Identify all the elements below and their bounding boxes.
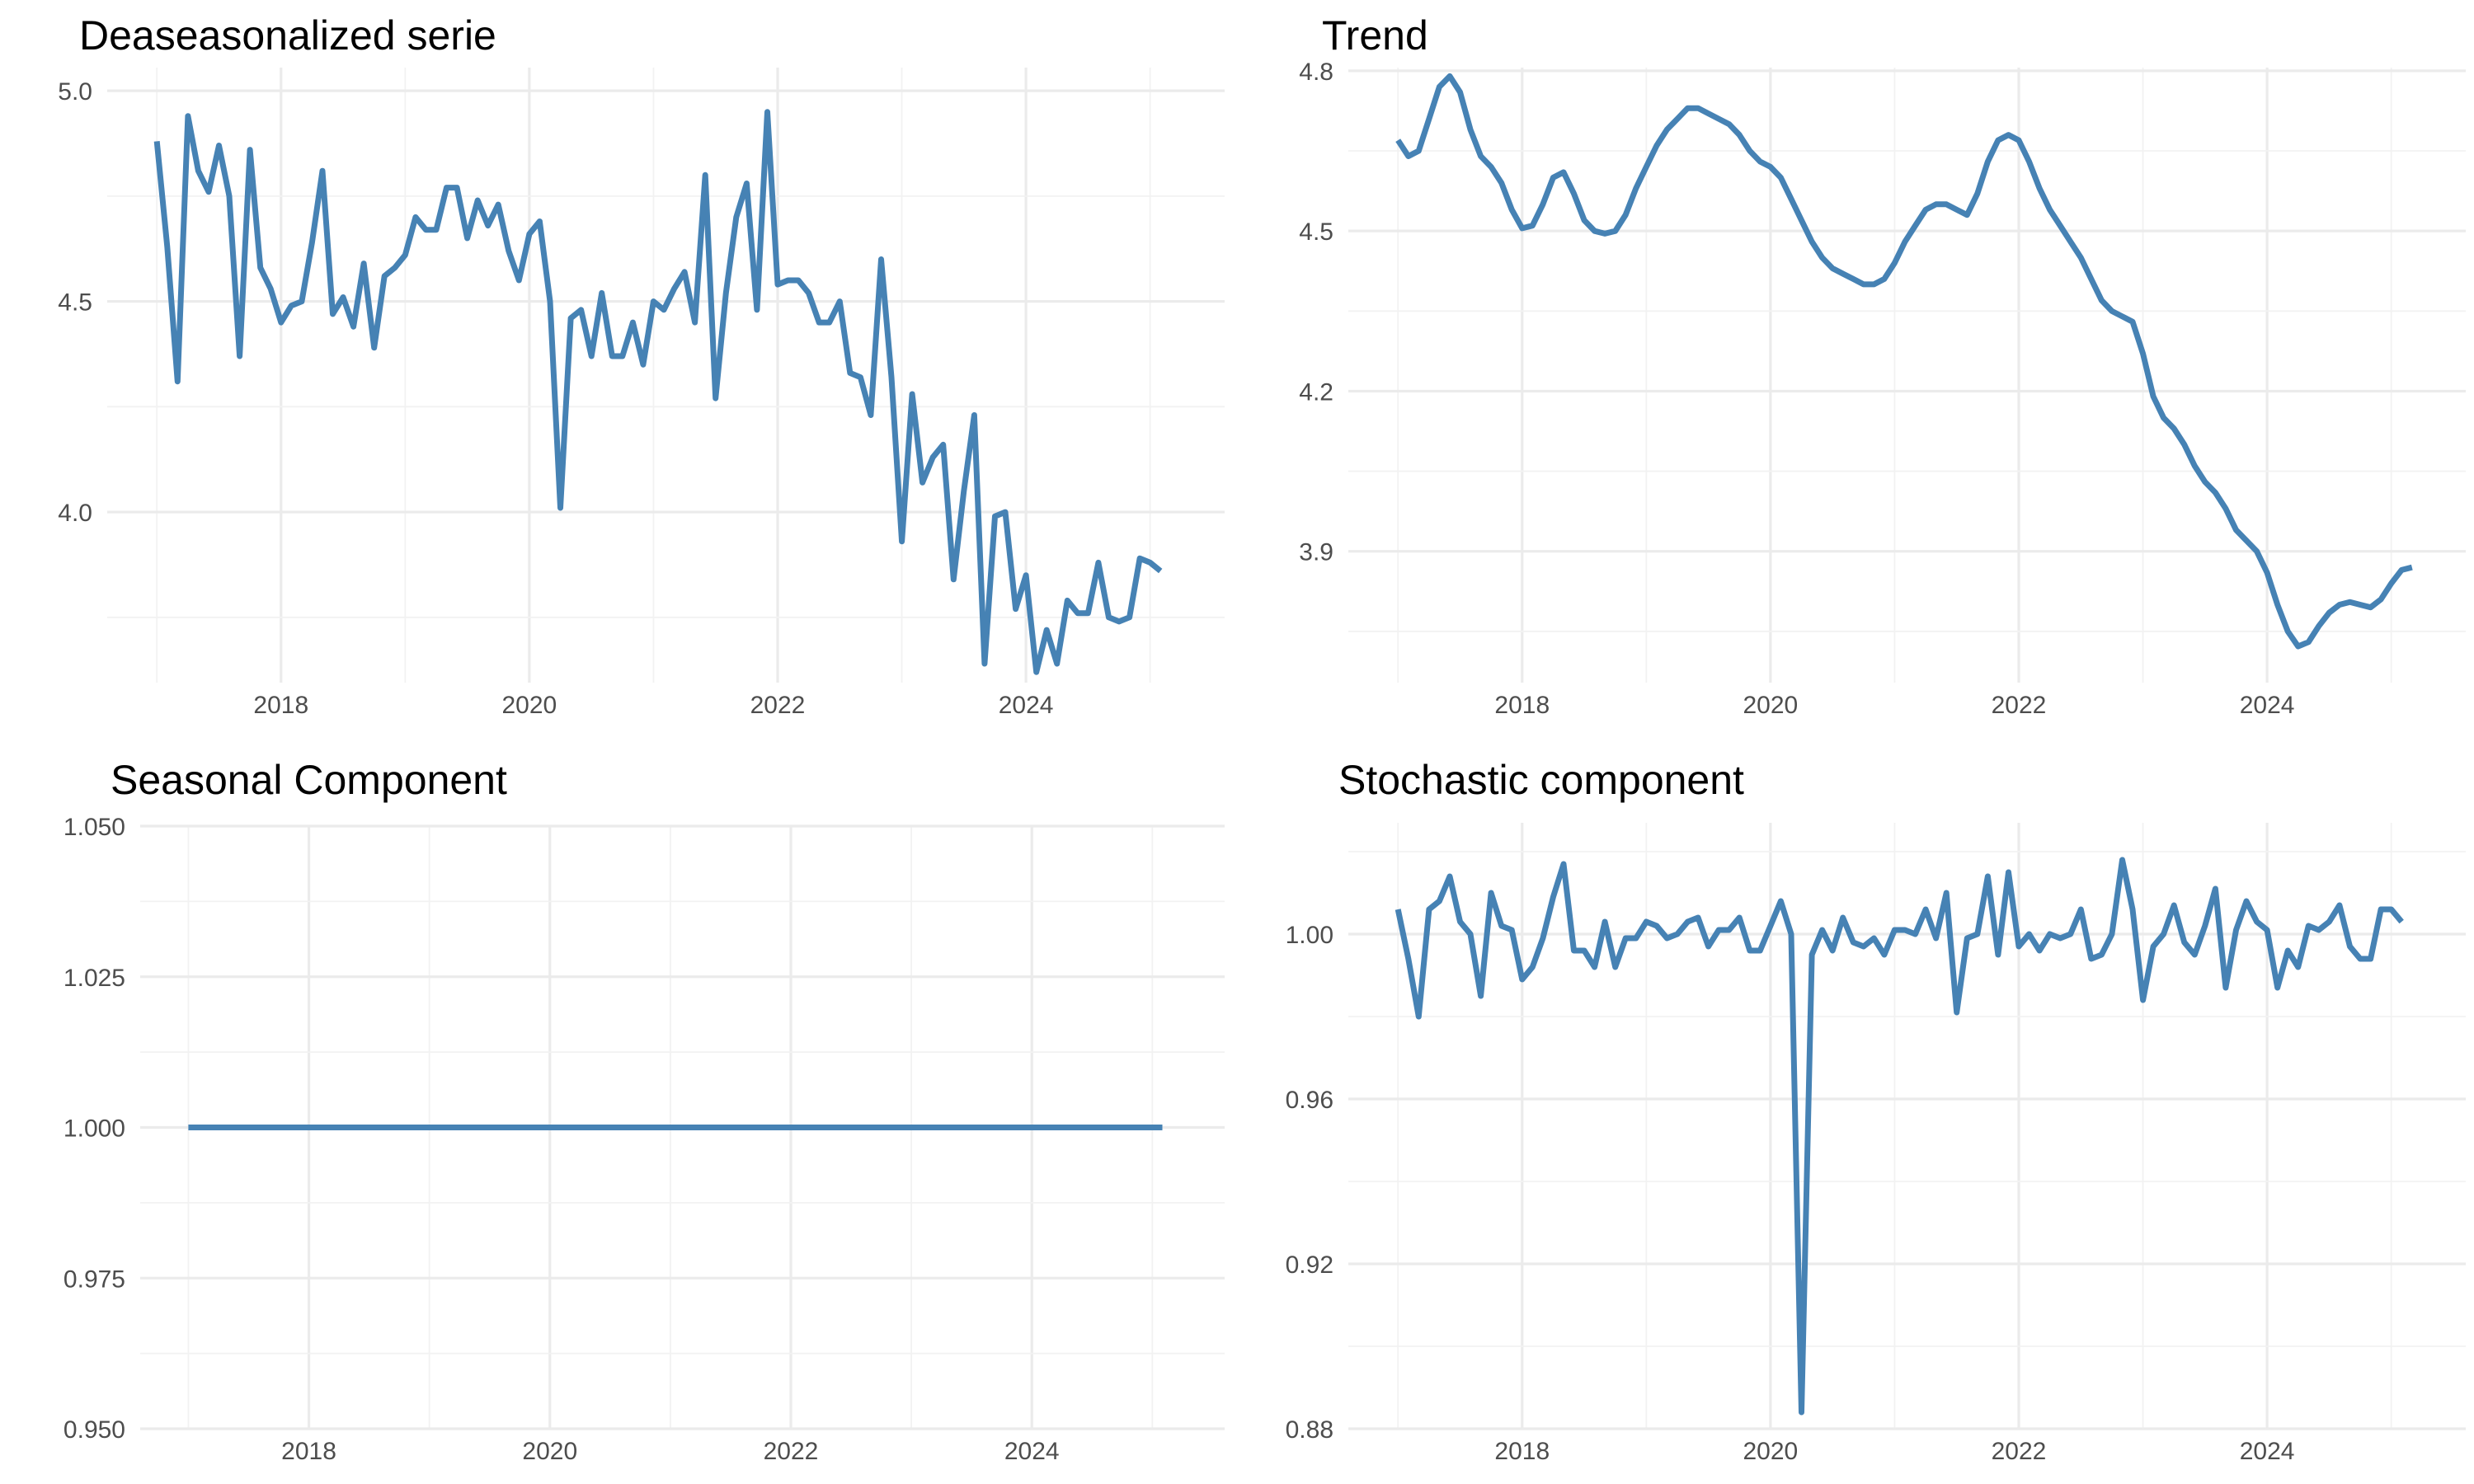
y-tick-label: 4.2 [1299, 378, 1333, 406]
x-tick-label: 2024 [999, 692, 1054, 719]
series-line [1395, 73, 2413, 650]
panel-title: Stochastic component [1338, 757, 1744, 803]
grid [107, 68, 1225, 683]
x-axis-ticks: 2018 2020 2022 2024 [1494, 1438, 2294, 1465]
x-tick-label: 2020 [522, 1438, 577, 1465]
panel-title: Deaseasonalized serie [79, 12, 496, 59]
y-axis-ticks: 4.0 4.5 5.0 [58, 78, 92, 527]
y-tick-label: 0.950 [63, 1416, 125, 1444]
x-tick-label: 2022 [1992, 692, 2047, 719]
x-tick-label: 2022 [764, 1438, 819, 1465]
y-axis-ticks: 0.950 0.975 1.000 1.025 1.050 [63, 814, 125, 1444]
x-tick-label: 2022 [750, 692, 806, 719]
x-tick-label: 2018 [281, 1438, 336, 1465]
y-tick-label: 0.975 [63, 1266, 125, 1293]
x-axis-ticks: 2018 2020 2022 2024 [1494, 692, 2294, 719]
panel-trend: Trend 3.9 4.2 4.5 4.8 2018 2020 2022 2024 [1299, 12, 2466, 719]
y-tick-label: 4.5 [58, 289, 92, 317]
y-tick-label: 3.9 [1299, 539, 1333, 566]
y-tick-label: 5.0 [58, 78, 92, 106]
grid [1348, 68, 2466, 683]
x-axis-ticks: 2018 2020 2022 2024 [281, 1438, 1059, 1465]
y-tick-label: 4.0 [58, 500, 92, 527]
series-line [153, 109, 1163, 675]
x-axis-ticks: 2018 2020 2022 2024 [253, 692, 1053, 719]
x-tick-label: 2022 [1992, 1438, 2047, 1465]
x-tick-label: 2024 [1004, 1438, 1060, 1465]
x-tick-label: 2018 [253, 692, 308, 719]
y-tick-label: 4.5 [1299, 218, 1333, 246]
panel-seasonal: Seasonal Component 0.950 0.975 1.000 1.025 1… [63, 757, 1225, 1465]
x-tick-label: 2024 [2240, 692, 2295, 719]
x-tick-label: 2020 [502, 692, 557, 719]
y-axis-ticks: 3.9 4.2 4.5 4.8 [1299, 59, 1333, 566]
x-tick-label: 2018 [1494, 1438, 1550, 1465]
x-tick-label: 2020 [1743, 692, 1799, 719]
y-tick-label: 0.92 [1286, 1252, 1333, 1279]
y-axis-ticks: 0.88 0.92 0.96 1.00 [1286, 922, 1333, 1444]
x-tick-label: 2018 [1494, 692, 1550, 719]
y-tick-label: 1.00 [1286, 922, 1333, 949]
y-tick-label: 0.88 [1286, 1416, 1333, 1444]
series-line [1395, 857, 2404, 1416]
x-tick-label: 2024 [2240, 1438, 2295, 1465]
y-tick-label: 1.050 [63, 814, 125, 841]
panel-title: Seasonal Component [111, 757, 507, 803]
y-tick-label: 0.96 [1286, 1087, 1333, 1114]
x-tick-label: 2020 [1743, 1438, 1799, 1465]
y-tick-label: 1.000 [63, 1115, 125, 1143]
grid [1348, 823, 2466, 1430]
panel-title: Trend [1322, 12, 1428, 59]
panel-stochastic: Stochastic component 0.88 0.92 0.96 1.00 20… [1286, 757, 2466, 1465]
panel-deseasonalized: Deaseasonalized serie 4.0 4.5 5.0 2018 2020… [58, 12, 1225, 719]
y-tick-label: 1.025 [63, 965, 125, 992]
grid [140, 824, 1225, 1430]
y-tick-label: 4.8 [1299, 59, 1333, 86]
